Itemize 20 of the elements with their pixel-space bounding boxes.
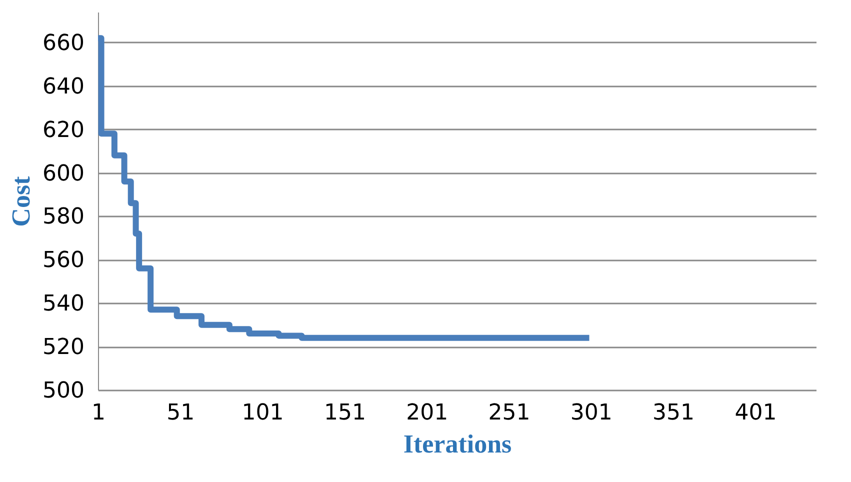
y-tick-label: 640 <box>42 74 84 100</box>
y-tick-label: 600 <box>42 161 84 186</box>
x-tick-label: 151 <box>324 400 366 426</box>
y-tick-label: 560 <box>42 248 84 274</box>
y-tick-label: 620 <box>42 118 84 143</box>
x-tick-label: 401 <box>734 400 777 426</box>
x-tick-label: 101 <box>242 400 284 426</box>
y-tick-label: 580 <box>42 204 84 230</box>
y-tick-label: 500 <box>42 378 84 404</box>
x-tick-label: 51 <box>166 400 195 426</box>
x-tick-label: 251 <box>488 400 530 426</box>
x-tick-label: 301 <box>570 400 612 426</box>
y-tick-label: 540 <box>42 292 84 317</box>
x-tick-label: 351 <box>652 400 695 426</box>
x-axis-title: Iterations <box>403 430 512 458</box>
x-tick-label: 1 <box>92 400 106 426</box>
y-tick-label: 660 <box>42 30 84 56</box>
x-tick-label: 201 <box>406 400 448 426</box>
y-axis-title: Cost <box>6 176 36 227</box>
y-tick-label: 520 <box>42 335 84 360</box>
